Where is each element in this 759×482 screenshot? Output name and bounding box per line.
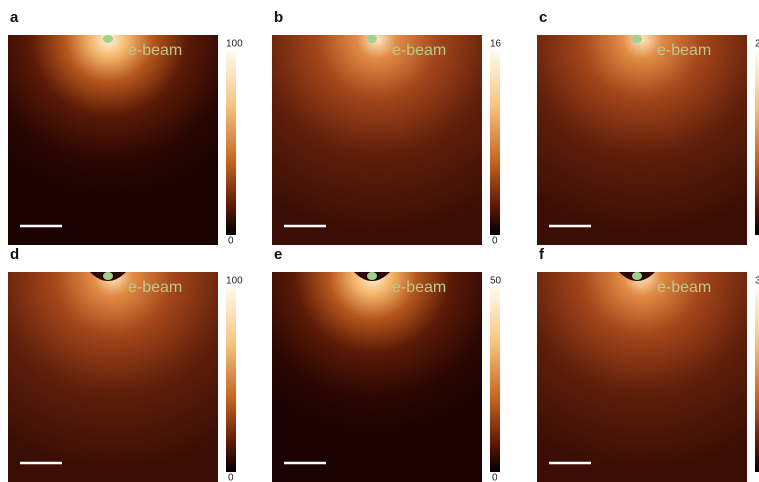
beam-label: e-beam	[657, 42, 711, 59]
beam-label: e-beam	[392, 42, 446, 59]
colorbar	[490, 288, 500, 472]
colorbar	[755, 51, 759, 235]
map-image	[8, 35, 218, 245]
beam-spot	[632, 272, 642, 280]
map-image	[537, 272, 747, 482]
colorbar-min: 0	[492, 236, 498, 247]
map-image	[272, 272, 482, 482]
beam-label: e-beam	[128, 42, 182, 59]
panel: c e-beam 2	[537, 9, 759, 245]
colorbar-max: 3	[755, 276, 759, 287]
panel: e e-beam 50 0	[272, 246, 502, 482]
panel-label: c	[539, 9, 547, 26]
panel-label: e	[274, 246, 282, 263]
beam-spot	[367, 272, 377, 280]
colorbar	[490, 51, 500, 235]
panel-label: f	[539, 246, 545, 263]
beam-spot	[103, 35, 113, 43]
colorbar	[755, 288, 759, 472]
beam-label: e-beam	[657, 279, 711, 296]
panel-label: d	[10, 246, 19, 263]
panels: a e-beam 100 0 b e-beam 16 0 c e-beam 2 d e-beam 100 0…	[8, 9, 759, 482]
beam-spot	[367, 35, 377, 43]
colorbar-max: 2	[755, 39, 759, 50]
colorbar-min: 0	[228, 473, 234, 482]
beam-label: e-beam	[392, 279, 446, 296]
beam-spot	[632, 35, 642, 43]
colorbar	[226, 51, 236, 235]
colorbar-min: 0	[492, 473, 498, 482]
panel: f e-beam 3	[537, 246, 759, 482]
map-image	[537, 35, 747, 245]
colorbar	[226, 288, 236, 472]
map-image	[8, 272, 218, 482]
panel: b e-beam 16 0	[272, 9, 502, 247]
beam-label: e-beam	[128, 279, 182, 296]
colorbar-max: 16	[490, 39, 502, 50]
panel: a e-beam 100 0	[8, 9, 243, 247]
panel: d e-beam 100 0	[8, 246, 243, 482]
colorbar-max: 100	[226, 276, 243, 287]
beam-spot	[103, 272, 113, 280]
colorbar-min: 0	[228, 236, 234, 247]
panel-label: b	[274, 9, 283, 26]
figure: a e-beam 100 0 b e-beam 16 0 c e-beam 2 d e-beam 100 0…	[0, 0, 759, 482]
panel-label: a	[10, 9, 19, 26]
colorbar-max: 50	[490, 276, 502, 287]
map-image	[272, 35, 482, 245]
colorbar-max: 100	[226, 39, 243, 50]
